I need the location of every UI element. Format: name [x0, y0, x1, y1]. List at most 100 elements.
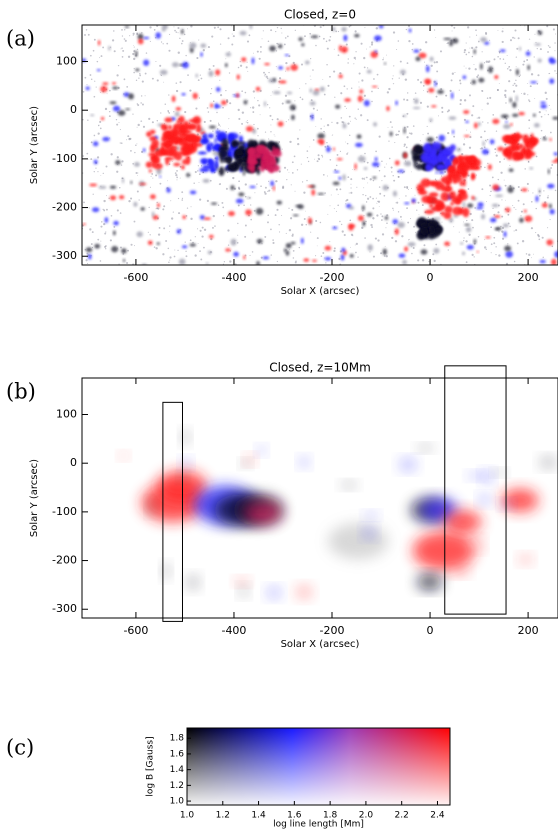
speckle — [499, 49, 506, 53]
speckle — [198, 181, 200, 183]
speckle — [278, 224, 280, 226]
speckle — [203, 120, 206, 124]
speckle — [384, 245, 386, 247]
speckle — [342, 121, 345, 124]
cluster — [267, 586, 281, 599]
speckle — [406, 112, 409, 115]
speckle — [161, 25, 168, 30]
speckle — [338, 44, 342, 52]
speckle — [304, 60, 310, 65]
speckle — [126, 86, 129, 88]
speckle — [381, 233, 385, 236]
speckle — [405, 195, 407, 197]
speckle — [86, 262, 89, 264]
speckle — [315, 219, 318, 222]
speckle — [517, 37, 520, 40]
speckle — [354, 244, 356, 246]
cluster — [416, 183, 425, 193]
speckle — [512, 84, 514, 87]
speckle — [333, 48, 335, 50]
speckle — [347, 122, 350, 125]
speckle — [507, 186, 514, 193]
speckle — [210, 238, 213, 241]
speckle — [327, 213, 329, 215]
speckle — [177, 249, 179, 252]
speckle — [238, 192, 245, 197]
speckle — [501, 40, 504, 44]
speckle — [542, 137, 547, 141]
speckle — [164, 103, 167, 105]
speckle — [547, 195, 549, 197]
speckle — [113, 30, 115, 32]
speckle — [267, 214, 270, 217]
speckle — [473, 239, 477, 244]
speckle — [501, 30, 504, 33]
speckle — [130, 180, 133, 184]
speckle — [82, 90, 85, 93]
speckle — [198, 173, 201, 176]
speckle — [174, 29, 176, 32]
cluster — [440, 191, 450, 202]
speckle — [237, 108, 240, 112]
speckle — [185, 250, 187, 252]
speckle — [478, 122, 481, 127]
speckle — [140, 102, 142, 104]
speckle — [427, 216, 429, 218]
speckle — [288, 55, 291, 58]
speckle — [339, 220, 341, 223]
speckle — [297, 142, 300, 146]
speckle — [246, 40, 250, 43]
speckle — [225, 52, 232, 57]
speckle — [313, 158, 315, 160]
speckle — [363, 178, 366, 180]
speckle — [168, 163, 171, 166]
speckle — [528, 99, 530, 101]
speckle — [294, 100, 296, 102]
speckle — [181, 191, 184, 194]
speckle — [90, 243, 93, 246]
speckle — [496, 89, 499, 91]
speckle — [504, 96, 507, 99]
speckle — [104, 216, 109, 224]
speckle — [298, 246, 301, 249]
speckle — [483, 62, 486, 64]
speckle — [304, 35, 306, 38]
cluster — [273, 164, 280, 172]
speckle — [383, 255, 386, 257]
speckle — [481, 188, 484, 191]
speckle — [228, 72, 231, 74]
speckle — [411, 246, 412, 248]
speckle — [288, 171, 290, 173]
speckle — [417, 259, 420, 262]
speckle — [527, 94, 529, 96]
speckle — [192, 241, 194, 244]
speckle — [397, 221, 405, 229]
speckle — [315, 126, 317, 127]
speckle — [122, 258, 126, 263]
speckle — [242, 171, 246, 176]
speckle — [310, 231, 312, 233]
speckle — [162, 253, 165, 256]
speckle — [462, 201, 466, 209]
speckle — [340, 117, 343, 119]
speckle — [509, 39, 512, 42]
speckle — [127, 249, 129, 252]
speckle — [189, 89, 192, 92]
speckle — [170, 200, 172, 202]
speckle — [323, 93, 326, 96]
speckle — [437, 115, 439, 117]
speckle — [179, 37, 181, 40]
speckle — [208, 70, 214, 77]
speckle — [256, 183, 258, 185]
speckle — [174, 111, 180, 117]
speckle — [109, 185, 117, 189]
speckle — [490, 190, 492, 193]
speckle — [435, 243, 438, 246]
panel-title: Closed, z=10Mm — [269, 361, 371, 375]
speckle — [489, 39, 491, 41]
speckle — [324, 245, 332, 251]
speckle — [208, 234, 214, 239]
speckle — [465, 120, 469, 124]
speckle — [426, 90, 429, 93]
speckle — [378, 170, 381, 172]
